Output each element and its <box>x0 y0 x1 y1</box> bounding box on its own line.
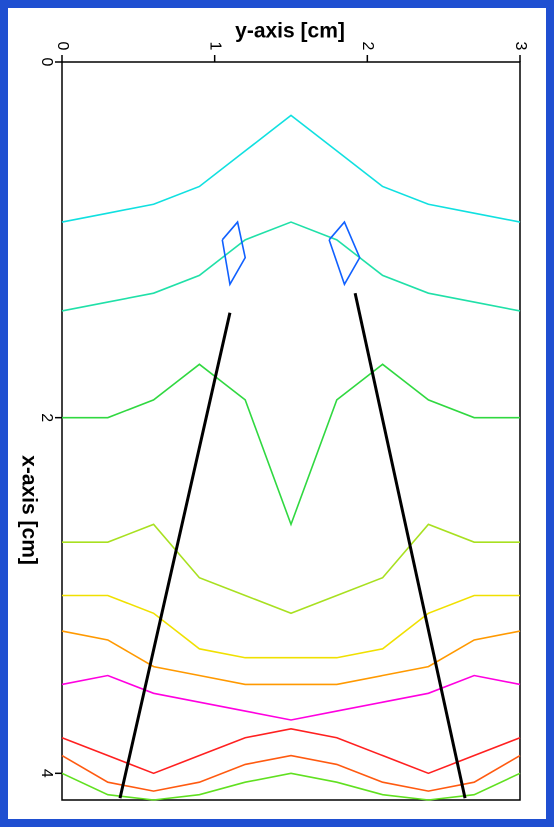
x-axis-label: x-axis [cm] <box>17 455 40 565</box>
y-tick-label: 3 <box>512 42 529 51</box>
x-tick-label: 4 <box>38 769 55 778</box>
contour-line <box>62 594 520 659</box>
contour-line <box>328 220 361 287</box>
contour-line <box>61 728 521 775</box>
contour-line <box>61 772 521 801</box>
contour-line <box>61 630 521 686</box>
y-tick-label: 1 <box>206 42 223 51</box>
y-axis-label: y-axis [cm] <box>235 20 345 43</box>
black-line <box>118 312 232 799</box>
contour-line <box>221 220 247 287</box>
contour-line <box>61 221 521 312</box>
y-tick-label: 0 <box>54 42 71 51</box>
y-tick-label: 2 <box>359 42 376 51</box>
contour-line <box>61 754 521 792</box>
contour-line <box>61 114 521 223</box>
contour-line <box>62 523 520 615</box>
contour-line <box>62 363 520 527</box>
black-line <box>353 292 467 799</box>
x-tick-label: 0 <box>38 58 55 67</box>
plot-area <box>61 61 521 801</box>
x-tick-label: 2 <box>38 413 55 422</box>
contour-line <box>61 674 521 721</box>
